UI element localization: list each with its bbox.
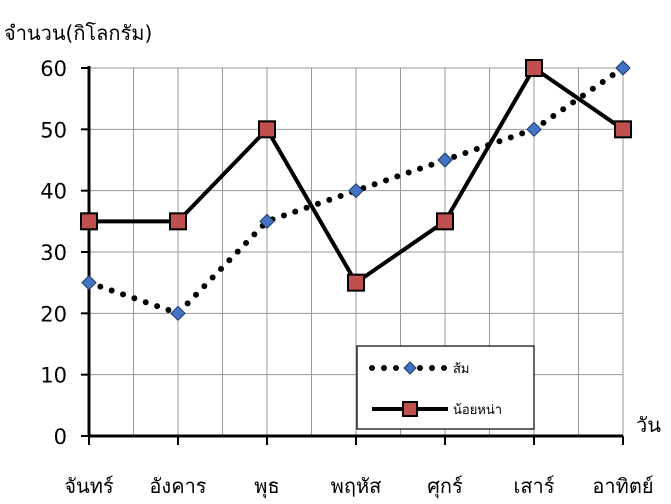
data-point-marker	[436, 212, 454, 231]
y-tick-label: 40	[40, 180, 67, 204]
y-axis-title: จำนวน(กิโลกรัม)	[4, 21, 152, 45]
x-tick-label: อังคาร	[149, 474, 206, 498]
legend-marker	[402, 401, 418, 417]
data-point-marker	[347, 273, 365, 292]
series-2	[80, 59, 632, 292]
x-tick-label: พุธ	[254, 474, 279, 499]
legend-label: น้อยหน่า	[453, 403, 502, 418]
x-tick-label: จันทร์	[64, 474, 114, 498]
x-tick-label: อาทิตย์	[592, 474, 653, 498]
y-tick-label: 20	[40, 302, 67, 326]
y-tick-label: 30	[40, 241, 67, 265]
x-axis-title: วัน	[636, 413, 661, 437]
y-tick-label: 50	[40, 118, 67, 142]
data-point-marker	[615, 60, 631, 76]
series-group	[80, 59, 632, 322]
x-tick-label: ศุกร์	[427, 474, 463, 499]
legend: ส้มน้อยหน่า	[356, 345, 535, 430]
data-point-marker	[348, 182, 364, 199]
axes	[81, 66, 624, 445]
y-tick-label: 0	[54, 425, 67, 449]
data-point-marker	[437, 152, 453, 168]
legend-label: ส้ม	[453, 362, 470, 377]
legend-marker	[403, 361, 417, 375]
y-tick-label: 60	[40, 57, 67, 81]
data-point-marker	[614, 120, 632, 139]
data-point-marker	[258, 120, 276, 139]
data-point-marker	[259, 213, 275, 230]
data-point-marker	[169, 212, 187, 231]
x-tick-labels: จันทร์ อังคาร พุธ พฤหัส ศุกร์ เสาร์ อาทิตย์	[64, 474, 653, 499]
y-tick-label: 10	[40, 364, 67, 388]
data-point-marker	[80, 212, 98, 231]
data-point-marker	[170, 305, 186, 322]
data-point-marker	[526, 121, 542, 138]
data-point-marker	[81, 274, 97, 291]
legend-box	[356, 345, 535, 430]
data-point-marker	[525, 59, 543, 77]
x-tick-label: เสาร์	[513, 474, 554, 498]
y-tick-labels: 0 10 20 30 40 50 60	[40, 57, 67, 449]
x-tick-label: พฤหัส	[331, 474, 382, 498]
series-1	[81, 60, 631, 322]
